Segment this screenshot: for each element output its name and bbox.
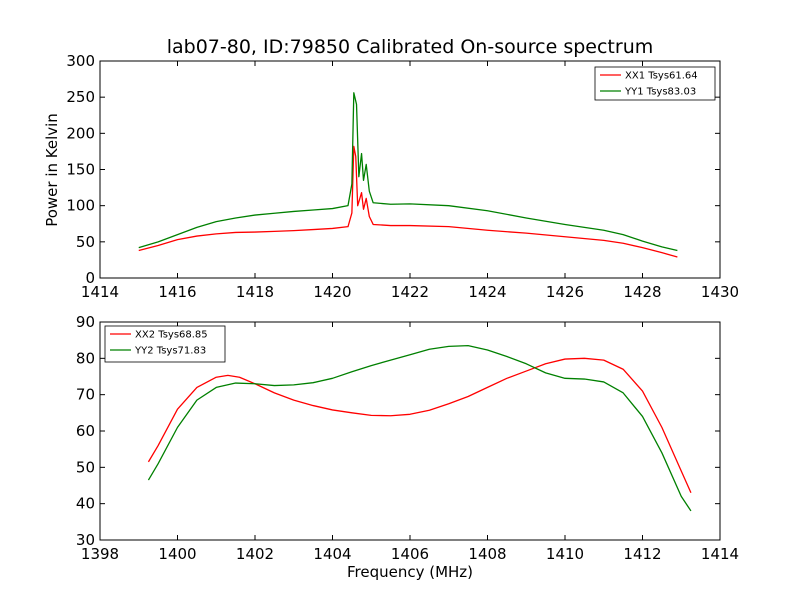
y-tick-label: 0 xyxy=(85,269,95,287)
x-tick-label: 1404 xyxy=(313,545,351,563)
x-tick-label: 1420 xyxy=(313,283,351,301)
y-tick-label: 150 xyxy=(66,161,95,179)
y-tick-label: 250 xyxy=(66,88,95,106)
x-tick-label: 1402 xyxy=(236,545,274,563)
x-tick-label: 1430 xyxy=(701,283,739,301)
legend: XX1 Tsys61.64 YY1 Tsys83.03 xyxy=(594,66,716,101)
bottom-panel: 1398 1400 1402 1404 1406 1408 1410 1412 1414 30 40… xyxy=(76,313,739,563)
y-tick-label: 90 xyxy=(76,313,95,331)
y-tick-label: 70 xyxy=(76,386,95,404)
top-panel: 1414 1416 1418 1420 1422 1424 1426 1428 1430 0 50 1… xyxy=(66,52,739,301)
series-line-yy1 xyxy=(138,92,678,252)
legend-label: YY2 Tsys71.83 xyxy=(134,346,206,357)
series-line-xx2 xyxy=(147,357,692,494)
x-tick-label: 1418 xyxy=(236,283,274,301)
y-tick-label: 50 xyxy=(76,233,95,251)
series-line-yy2 xyxy=(147,344,692,512)
x-tick-label: 1400 xyxy=(158,545,196,563)
x-tick-label: 1416 xyxy=(158,283,196,301)
x-tick-label: 1406 xyxy=(391,545,429,563)
x-tick-label: 1412 xyxy=(623,545,661,563)
x-tick-label: 1422 xyxy=(391,283,429,301)
chart-title: lab07-80, ID:79850 Calibrated On-source … xyxy=(167,36,654,58)
y-tick-label: 50 xyxy=(76,458,95,476)
legend-label: YY1 Tsys83.03 xyxy=(624,87,696,98)
series-line-xx1 xyxy=(138,145,678,258)
y-axis-label: Power in Kelvin xyxy=(43,113,61,227)
x-tick-label: 1410 xyxy=(546,545,584,563)
x-tick-label: 1414 xyxy=(701,545,739,563)
x-tick-label: 1408 xyxy=(468,545,506,563)
x-tick-label: 1428 xyxy=(623,283,661,301)
y-tick-label: 200 xyxy=(66,124,95,142)
y-tick-label: 30 xyxy=(76,531,95,549)
legend-label: XX2 Tsys68.85 xyxy=(135,330,208,341)
y-tick-label: 80 xyxy=(76,349,95,367)
x-tick-label: 1398 xyxy=(81,545,119,563)
y-tick-label: 40 xyxy=(76,495,95,513)
x-tick-label: 1424 xyxy=(468,283,506,301)
x-tick-label: 1414 xyxy=(81,283,119,301)
legend-label: XX1 Tsys61.64 xyxy=(625,71,698,82)
x-axis-label: Frequency (MHz) xyxy=(347,563,473,581)
y-tick-label: 60 xyxy=(76,422,95,440)
x-tick-label: 1426 xyxy=(546,283,584,301)
legend-box xyxy=(104,325,226,363)
legend-box xyxy=(594,66,716,101)
y-tick-label: 300 xyxy=(66,52,95,70)
legend: XX2 Tsys68.85 YY2 Tsys71.83 xyxy=(104,325,226,363)
y-tick-label: 100 xyxy=(66,197,95,215)
